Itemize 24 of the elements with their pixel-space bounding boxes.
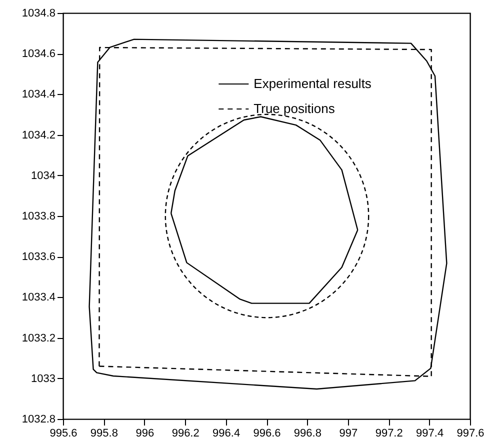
y-tick-label: 1034.4: [22, 88, 56, 101]
x-tick-label: 997.4: [416, 428, 444, 440]
x-tick-label: 996.6: [253, 428, 281, 440]
y-tick-label: 1034: [31, 170, 56, 182]
legend-label: True positions: [254, 101, 336, 116]
x-tick-label: 995.8: [90, 428, 118, 440]
y-tick-label: 1033.4: [22, 292, 56, 304]
x-tick-label: 996: [136, 428, 154, 440]
x-tick-label: 997: [339, 428, 358, 440]
y-tick-label: 1033.8: [22, 210, 56, 222]
x-tick-label: 997.2: [375, 428, 403, 440]
x-tick-label: 997.6: [456, 428, 484, 440]
legend-label: Experimental results: [254, 76, 372, 91]
y-tick-label: 1033.2: [22, 332, 56, 344]
y-tick-label: 1033.6: [22, 251, 56, 264]
x-tick-label: 996.2: [172, 428, 200, 440]
y-tick-label: 1032.8: [22, 414, 56, 426]
x-tick-label: 995.6: [50, 428, 78, 440]
y-tick-label: 1033: [31, 372, 56, 385]
x-tick-label: 996.8: [294, 428, 322, 440]
x-tick-label: 996.4: [212, 428, 240, 440]
y-tick-label: 1034.8: [22, 8, 56, 20]
y-tick-label: 1034.2: [22, 129, 56, 142]
y-tick-label: 1034.6: [22, 48, 56, 60]
